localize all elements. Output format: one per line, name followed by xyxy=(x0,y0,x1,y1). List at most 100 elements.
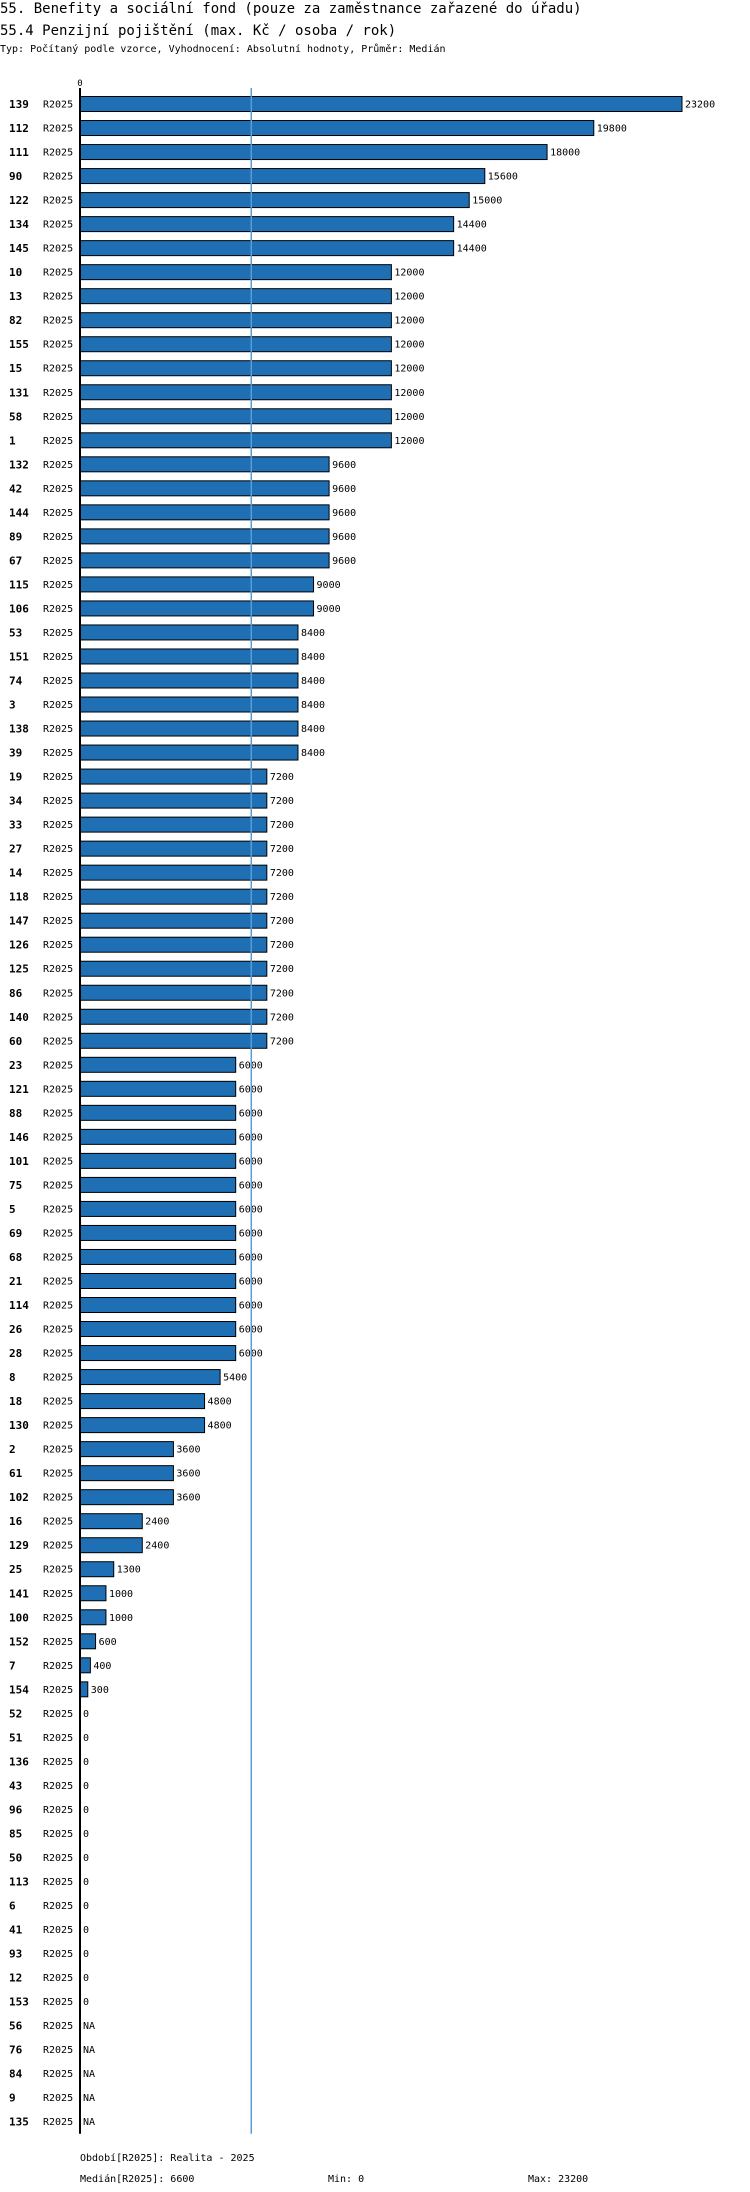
bar xyxy=(79,624,299,641)
bar-value-label: 12000 xyxy=(394,436,424,447)
series-label: R2025 xyxy=(43,1012,73,1023)
footer-period: Období[R2025]: Realita - 2025 xyxy=(80,2153,255,2164)
category-label: 155 xyxy=(9,338,29,351)
category-label: 7 xyxy=(9,1659,16,1672)
series-label: R2025 xyxy=(43,1084,73,1095)
series-label: R2025 xyxy=(43,1565,73,1576)
category-label: 93 xyxy=(9,1948,22,1961)
bar-value-label: 12000 xyxy=(394,292,424,303)
series-label: R2025 xyxy=(43,1349,73,1360)
bar xyxy=(79,1417,206,1434)
series-label: R2025 xyxy=(43,940,73,951)
series-label: R2025 xyxy=(43,268,73,279)
bar xyxy=(79,600,315,617)
bar xyxy=(79,168,486,185)
series-label: R2025 xyxy=(43,1180,73,1191)
bar-value-label: 7200 xyxy=(270,964,294,975)
bar-value-label: 0 xyxy=(83,1973,89,1984)
category-label: 1 xyxy=(9,434,16,447)
series-label: R2025 xyxy=(43,1060,73,1071)
bar-value-label: 1000 xyxy=(109,1589,133,1600)
category-label: 136 xyxy=(9,1755,29,1768)
category-label: 102 xyxy=(9,1491,29,1504)
bar xyxy=(79,1681,89,1698)
bar-value-label: 3600 xyxy=(176,1445,200,1456)
category-label: 14 xyxy=(9,867,23,880)
series-label: R2025 xyxy=(43,1301,73,1312)
bar xyxy=(79,288,392,305)
bar xyxy=(79,1056,237,1073)
series-label: R2025 xyxy=(43,436,73,447)
category-label: 12 xyxy=(9,1972,22,1985)
bar-value-label: 8400 xyxy=(301,676,325,687)
series-label: R2025 xyxy=(43,1132,73,1143)
bar-value-label: 0 xyxy=(83,1901,89,1912)
bar xyxy=(79,1224,237,1241)
series-label: R2025 xyxy=(43,1829,73,1840)
bar xyxy=(79,1176,237,1193)
series-label: R2025 xyxy=(43,364,73,375)
bar xyxy=(79,1321,237,1338)
bar xyxy=(79,672,299,689)
bar-value-label: 7200 xyxy=(270,916,294,927)
category-label: 33 xyxy=(9,819,22,832)
category-label: 18 xyxy=(9,1395,22,1408)
bar-value-label: 2400 xyxy=(145,1517,169,1528)
chart-title-line2: 55.4 Penzijní pojištění (max. Kč / osoba… xyxy=(0,23,397,39)
bar-value-label: 7200 xyxy=(270,868,294,879)
series-label: R2025 xyxy=(43,772,73,783)
bar-value-label: 12000 xyxy=(394,340,424,351)
category-label: 51 xyxy=(9,1731,23,1744)
bar xyxy=(79,408,392,425)
bar xyxy=(79,264,392,281)
bar xyxy=(79,1200,237,1217)
category-label: 154 xyxy=(9,1683,29,1696)
category-label: 23 xyxy=(9,1059,22,1072)
bar xyxy=(79,792,268,809)
bar-value-label: 0 xyxy=(83,1925,89,1936)
bar-value-label: 400 xyxy=(93,1661,111,1672)
series-label: R2025 xyxy=(43,1493,73,1504)
bar xyxy=(79,1272,237,1289)
bar-value-label: 0 xyxy=(83,1757,89,1768)
bar xyxy=(79,312,392,329)
bar-value-label: NA xyxy=(83,2093,95,2104)
series-label: R2025 xyxy=(43,1252,73,1263)
footer-median: Medián[R2025]: 6600 xyxy=(80,2174,195,2185)
category-label: 67 xyxy=(9,554,22,567)
series-label: R2025 xyxy=(43,1973,73,1984)
bar-value-label: 12000 xyxy=(394,364,424,375)
series-label: R2025 xyxy=(43,460,73,471)
category-label: 74 xyxy=(9,674,23,687)
category-label: 151 xyxy=(9,650,29,663)
series-label: R2025 xyxy=(43,1445,73,1456)
series-label: R2025 xyxy=(43,172,73,183)
series-label: R2025 xyxy=(43,1228,73,1239)
bar xyxy=(79,1537,143,1554)
bar xyxy=(79,1585,107,1602)
bar xyxy=(79,1489,174,1506)
category-label: 16 xyxy=(9,1515,23,1528)
category-label: 139 xyxy=(9,98,29,111)
category-label: 101 xyxy=(9,1155,29,1168)
bar-value-label: 0 xyxy=(83,1997,89,2008)
category-label: 5 xyxy=(9,1203,16,1216)
series-label: R2025 xyxy=(43,1733,73,1744)
series-label: R2025 xyxy=(43,316,73,327)
bar xyxy=(79,1297,237,1314)
series-label: R2025 xyxy=(43,2021,73,2032)
category-label: 42 xyxy=(9,482,22,495)
bar-value-label: 12000 xyxy=(394,412,424,423)
bar-value-label: 12000 xyxy=(394,388,424,399)
category-label: 25 xyxy=(9,1563,22,1576)
category-label: 106 xyxy=(9,602,29,615)
bar-value-label: 0 xyxy=(83,1781,89,1792)
bar-value-label: 7200 xyxy=(270,988,294,999)
series-label: R2025 xyxy=(43,700,73,711)
category-label: 132 xyxy=(9,458,29,471)
series-label: R2025 xyxy=(43,1108,73,1119)
series-label: R2025 xyxy=(43,868,73,879)
series-label: R2025 xyxy=(43,628,73,639)
bar xyxy=(79,888,268,905)
category-label: 34 xyxy=(9,795,23,808)
